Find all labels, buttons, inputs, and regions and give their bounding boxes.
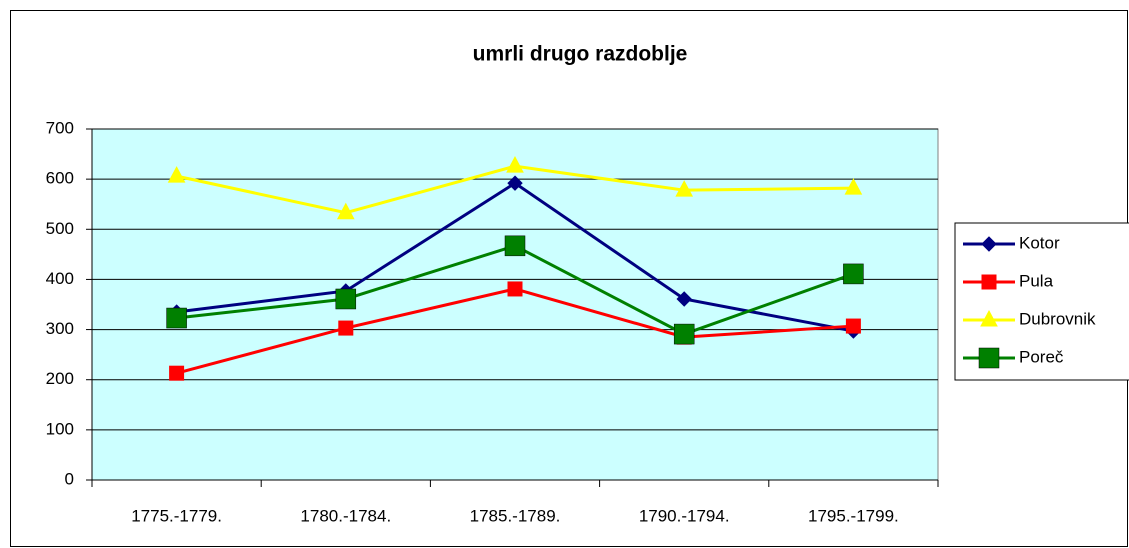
x-tick-label: 1775.-1779.: [131, 506, 222, 525]
y-tick-label: 0: [65, 469, 74, 488]
marker: [507, 281, 523, 297]
legend-marker: [981, 274, 997, 290]
y-tick-label: 600: [46, 169, 74, 188]
y-tick-label: 500: [46, 219, 74, 238]
legend-marker: [980, 309, 998, 327]
y-tick-label: 400: [46, 269, 74, 288]
x-tick-label: 1795.-1799.: [808, 506, 899, 525]
marker: [843, 263, 864, 285]
y-tick-label: 300: [46, 319, 74, 338]
legend-label: Poreč: [1019, 347, 1064, 366]
legend-label: Dubrovnik: [1019, 309, 1096, 328]
marker: [845, 318, 861, 334]
marker: [336, 202, 355, 220]
legend-marker: [981, 236, 997, 252]
marker: [675, 180, 694, 197]
x-tick-label: 1785.-1789.: [470, 506, 561, 525]
legend-marker: [978, 347, 1000, 369]
marker: [506, 156, 524, 173]
marker: [169, 365, 185, 381]
marker: [673, 323, 695, 345]
marker: [335, 288, 357, 310]
marker: [676, 291, 692, 307]
marker: [167, 166, 186, 183]
legend-label: Pula: [1019, 271, 1054, 290]
x-tick-label: 1790.-1794.: [639, 506, 730, 525]
x-tick-label: 1780.-1784.: [300, 506, 391, 525]
chart-title: umrli drugo razdoblje: [473, 43, 688, 66]
marker: [844, 178, 863, 195]
y-tick-label: 200: [46, 369, 74, 388]
marker: [507, 175, 523, 191]
y-tick-label: 100: [46, 419, 74, 438]
marker: [504, 235, 526, 257]
marker: [338, 320, 354, 336]
marker: [166, 307, 187, 329]
y-tick-label: 700: [46, 118, 74, 137]
legend-label: Kotor: [1019, 233, 1060, 252]
